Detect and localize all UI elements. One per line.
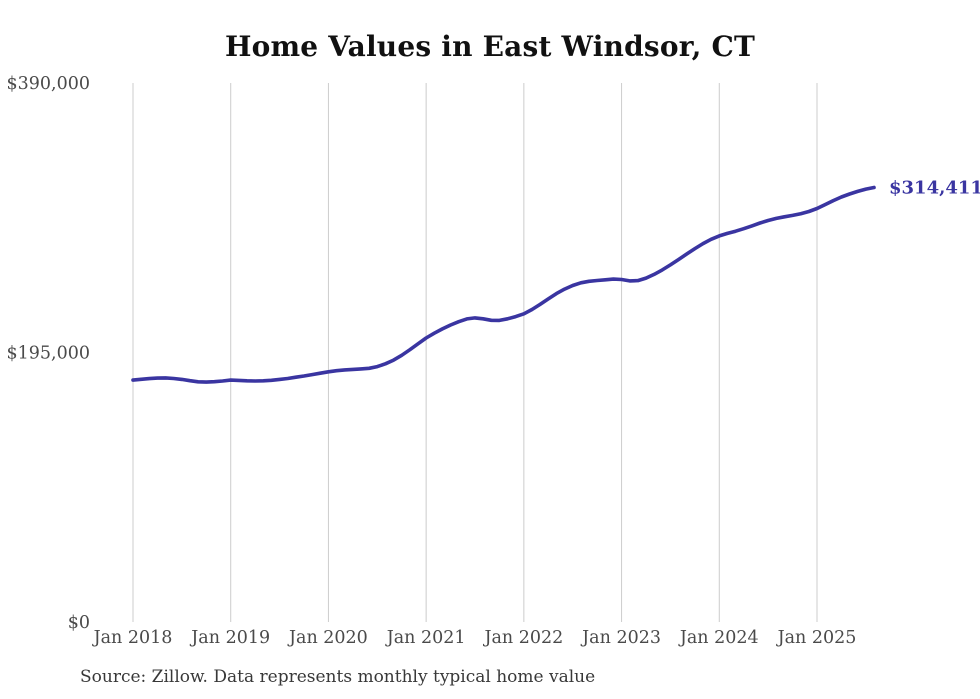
- y-axis-tick-label: $0: [68, 613, 90, 633]
- x-axis-tick-label: Jan 2022: [482, 628, 563, 648]
- source-note: Source: Zillow. Data represents monthly …: [80, 667, 596, 687]
- x-axis-tick-label: Jan 2021: [385, 628, 466, 648]
- x-axis-tick-label: Jan 2018: [92, 628, 173, 648]
- x-axis-tick-label: Jan 2023: [580, 628, 661, 648]
- x-axis-tick-label: Jan 2019: [189, 628, 270, 648]
- x-axis-tick-label: Jan 2020: [287, 628, 368, 648]
- x-axis-tick-label: Jan 2024: [678, 628, 759, 648]
- x-axis-tick-label: Jan 2025: [776, 628, 857, 648]
- chart-title: Home Values in East Windsor, CT: [224, 30, 756, 63]
- current-value-label: $314,411: [889, 177, 980, 198]
- home-value-line: [131, 185, 876, 384]
- y-axis-tick-label: $195,000: [6, 344, 90, 364]
- y-axis-tick-label: $390,000: [6, 74, 90, 94]
